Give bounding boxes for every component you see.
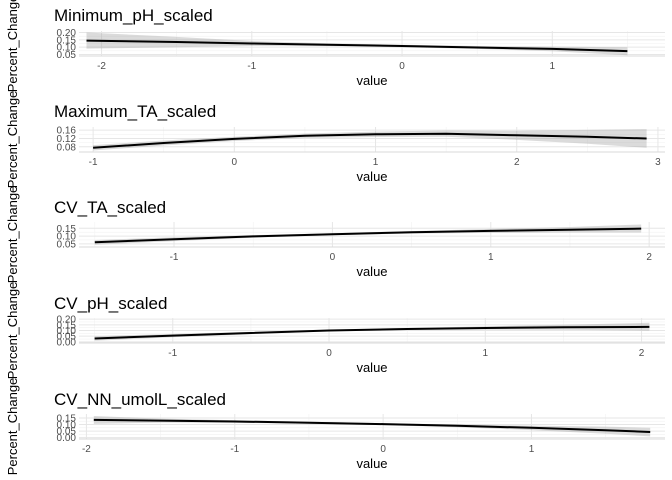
x-tick-label: 2 xyxy=(514,157,520,168)
x-tick-label: -2 xyxy=(82,444,91,455)
y-tick-label: 0.05 xyxy=(57,332,77,343)
y-tick-label: 0.20 xyxy=(57,315,77,326)
x-tick-label: 0 xyxy=(330,252,336,263)
x-tick-label: 0 xyxy=(380,444,386,455)
x-tick-label: 0 xyxy=(326,348,332,359)
y-axis-label: Percent_Change xyxy=(5,282,20,380)
panel-2: 0.080.120.16 -1 0 1 2 3 Maximum_TA_scaledvalue… xyxy=(5,91,665,189)
panel-title: Minimum_pH_scaled xyxy=(54,6,213,25)
x-axis-label: value xyxy=(356,360,387,375)
y-tick-label: 0.10 xyxy=(57,420,77,431)
y-tick-label: 0.10 xyxy=(57,326,77,337)
x-axis-label: value xyxy=(356,264,387,279)
y-tick-label: 0.15 xyxy=(57,413,77,424)
y-tick-label: 0.05 xyxy=(57,50,77,61)
panel-1: 0.050.100.150.20 -2 -1 0 1 Minimum_pH_scaledv… xyxy=(5,0,665,92)
y-tick-label: 0.00 xyxy=(57,433,77,444)
x-axis-label: value xyxy=(356,169,387,184)
y-tick-label: 0.10 xyxy=(57,232,77,243)
y-axis-label: Percent_Change xyxy=(5,91,20,189)
x-axis-label: value xyxy=(356,456,387,471)
y-tick-label: 0.08 xyxy=(57,142,77,153)
y-tick-label: 0.10 xyxy=(57,43,77,54)
x-tick-label: -1 xyxy=(247,61,256,72)
x-tick-label: 2 xyxy=(639,348,645,359)
x-tick-label: -2 xyxy=(97,61,106,72)
x-tick-label: 1 xyxy=(488,252,494,263)
series-line xyxy=(94,227,642,244)
x-tick-label: -1 xyxy=(230,444,239,455)
x-tick-label: 0 xyxy=(399,61,405,72)
confidence-band xyxy=(86,32,628,56)
series-line xyxy=(93,418,651,433)
confidence-band xyxy=(93,416,651,437)
x-tick-label: 2 xyxy=(646,252,652,263)
x-tick-label: 1 xyxy=(373,157,379,168)
y-tick-label: 0.15 xyxy=(57,224,77,235)
y-tick-label: 0.15 xyxy=(57,320,77,331)
y-tick-label: 0.20 xyxy=(57,28,77,39)
panel-title: CV_NN_umolL_scaled xyxy=(54,390,226,409)
y-tick-label: 0.15 xyxy=(57,35,77,46)
x-tick-label: -1 xyxy=(89,157,98,168)
y-axis-label: Percent_Change xyxy=(5,0,20,92)
confidence-band xyxy=(94,322,650,341)
panel-title: CV_TA_scaled xyxy=(54,198,166,217)
y-axis-label: Percent_Change xyxy=(5,378,20,476)
y-axis-label: Percent_Change xyxy=(5,186,20,284)
x-tick-label: -1 xyxy=(168,348,177,359)
series-line xyxy=(93,132,647,149)
panel-title: Maximum_TA_scaled xyxy=(54,102,216,121)
x-tick-label: 1 xyxy=(483,348,489,359)
series-line xyxy=(86,39,628,53)
y-tick-label: 0.00 xyxy=(57,337,77,348)
y-tick-label: 0.16 xyxy=(57,126,77,137)
x-tick-label: 1 xyxy=(529,444,535,455)
x-tick-label: 1 xyxy=(550,61,556,72)
y-tick-label: 0.12 xyxy=(57,134,77,145)
series-line xyxy=(94,325,650,340)
x-tick-label: 3 xyxy=(655,157,661,168)
panel-title: CV_pH_scaled xyxy=(54,294,167,313)
x-axis-label: value xyxy=(356,73,387,88)
y-tick-label: 0.05 xyxy=(57,239,77,250)
y-tick-label: 0.05 xyxy=(57,427,77,438)
confidence-band xyxy=(94,224,642,245)
x-tick-label: 0 xyxy=(232,157,238,168)
x-tick-label: -1 xyxy=(170,252,179,263)
panel-5: 0.000.050.100.15 -2 -1 0 1 CV_NN_umolL_scaled… xyxy=(5,378,665,476)
panel-4: 0.000.050.100.150.20 -1 0 1 2 CV_pH_scaledval… xyxy=(5,282,665,380)
